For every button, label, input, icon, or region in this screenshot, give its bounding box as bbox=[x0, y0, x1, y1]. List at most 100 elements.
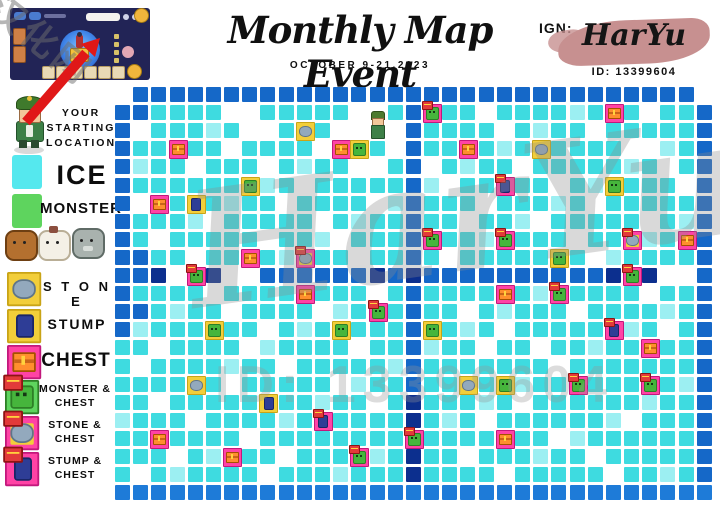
map-tile-edge bbox=[533, 87, 549, 102]
monster-sprite bbox=[498, 378, 512, 392]
page-title: Monthly Map Event bbox=[227, 8, 494, 96]
map-tile-ice bbox=[678, 213, 694, 229]
map-tile-ice bbox=[387, 449, 403, 464]
map-tile-ice bbox=[642, 449, 658, 464]
map-tile-ice bbox=[660, 141, 676, 157]
map-tile-edge bbox=[205, 485, 221, 501]
map-tile-ice bbox=[514, 141, 530, 157]
map-tile-edge bbox=[624, 87, 640, 102]
map-tile-ice bbox=[187, 394, 203, 410]
map-tile-ice bbox=[624, 304, 640, 320]
map-tile-ice bbox=[278, 141, 294, 157]
map-tile-ice bbox=[187, 449, 203, 464]
map-tile-ice bbox=[424, 412, 440, 428]
map-tile-ice bbox=[205, 231, 221, 247]
map-tile-ice bbox=[587, 340, 603, 356]
legend-chest-label: CHEST bbox=[41, 350, 111, 371]
map-tile-edge bbox=[696, 412, 712, 428]
stone-icon bbox=[7, 272, 42, 307]
map-tile-ice bbox=[587, 213, 603, 229]
map-tile-ice bbox=[478, 286, 494, 302]
map-tile-ice bbox=[605, 231, 621, 247]
badge-sprite bbox=[622, 264, 634, 273]
map-tile-ice bbox=[478, 449, 494, 464]
map-tile-ice bbox=[115, 412, 130, 428]
badge-sprite bbox=[422, 227, 434, 237]
map-tile-edge bbox=[696, 268, 712, 283]
map-tile-ice bbox=[224, 231, 240, 247]
monster-swatch bbox=[12, 194, 42, 228]
badge-sprite bbox=[494, 227, 506, 237]
settings-dot-icon bbox=[123, 14, 129, 20]
map-tile-ice bbox=[260, 412, 276, 428]
map-tile-navy bbox=[605, 268, 621, 283]
map-tile-edge bbox=[405, 141, 421, 157]
map-tile-edge bbox=[205, 87, 221, 102]
map-tile-edge bbox=[642, 485, 658, 501]
monster-sprite bbox=[553, 251, 567, 265]
map-tile-edge bbox=[405, 87, 421, 102]
map-tile-ice bbox=[242, 213, 258, 229]
map-tile-ice bbox=[605, 159, 621, 175]
map-tile-ice bbox=[442, 123, 458, 139]
map-tile-ice bbox=[624, 358, 640, 374]
chest-sprite bbox=[607, 108, 621, 120]
chest-sprite bbox=[171, 144, 185, 156]
map-tile-ice bbox=[296, 467, 312, 483]
map-tile-ice bbox=[551, 105, 567, 121]
map-tile-ice bbox=[151, 213, 167, 229]
map-tile-ice bbox=[424, 394, 440, 410]
map-tile-ice bbox=[205, 105, 221, 121]
map-tile-chest bbox=[495, 285, 515, 305]
map-tile-ice bbox=[514, 123, 530, 139]
map-tile-edge bbox=[115, 249, 130, 265]
map-tile-edge bbox=[187, 87, 203, 102]
map-tile-ice bbox=[187, 322, 203, 338]
map-tile-ice bbox=[587, 177, 603, 193]
map-tile-ice bbox=[205, 340, 221, 356]
reward-track-dot bbox=[114, 58, 119, 63]
map-tile-edge bbox=[115, 322, 130, 338]
map-tile-ice bbox=[569, 322, 585, 338]
map-tile-ice bbox=[496, 105, 512, 121]
map-tile-ice bbox=[442, 195, 458, 211]
map-tile-ice bbox=[369, 340, 385, 356]
map-tile-ice bbox=[314, 105, 330, 121]
map-tile-ice bbox=[314, 249, 330, 265]
monster-sprite bbox=[571, 378, 585, 392]
map-tile-ice bbox=[478, 249, 494, 265]
chest-icon bbox=[7, 345, 42, 380]
map-tile-edge bbox=[133, 485, 149, 501]
map-tile-ice bbox=[151, 322, 167, 338]
map-tile-navy bbox=[405, 268, 421, 283]
map-tile-ice bbox=[187, 123, 203, 139]
map-tile-ice bbox=[478, 322, 494, 338]
map-tile-ice bbox=[442, 358, 458, 374]
map-tile-ice bbox=[151, 105, 167, 121]
legend-stone-chest-label: STONE & CHEST bbox=[48, 419, 102, 445]
map-tile-ice bbox=[533, 430, 549, 446]
map-tile-ice bbox=[442, 376, 458, 392]
map-tile-ice bbox=[260, 141, 276, 157]
map-tile-edge bbox=[405, 249, 421, 265]
map-tile-edge bbox=[496, 268, 512, 283]
map-tile-ice bbox=[533, 358, 549, 374]
map-tile-ice bbox=[478, 177, 494, 193]
map-tile-edge bbox=[696, 159, 712, 175]
stone-sprite bbox=[535, 144, 549, 156]
map-tile-ice bbox=[551, 141, 567, 157]
map-tile-ice bbox=[351, 358, 367, 374]
map-tile-ice bbox=[387, 231, 403, 247]
map-tile-ice bbox=[533, 231, 549, 247]
map-tile-ice bbox=[260, 358, 276, 374]
map-tile-ice bbox=[533, 322, 549, 338]
map-tile-edge bbox=[551, 485, 567, 501]
map-tile-ice bbox=[624, 376, 640, 392]
white-monster-icon bbox=[38, 226, 71, 261]
map-tile-edge bbox=[369, 87, 385, 102]
map-tile-ice bbox=[205, 412, 221, 428]
map-tile-ice bbox=[533, 177, 549, 193]
map-tile-ice bbox=[424, 304, 440, 320]
starting-location-sprite bbox=[370, 111, 385, 140]
map-tile-ice bbox=[169, 249, 185, 265]
